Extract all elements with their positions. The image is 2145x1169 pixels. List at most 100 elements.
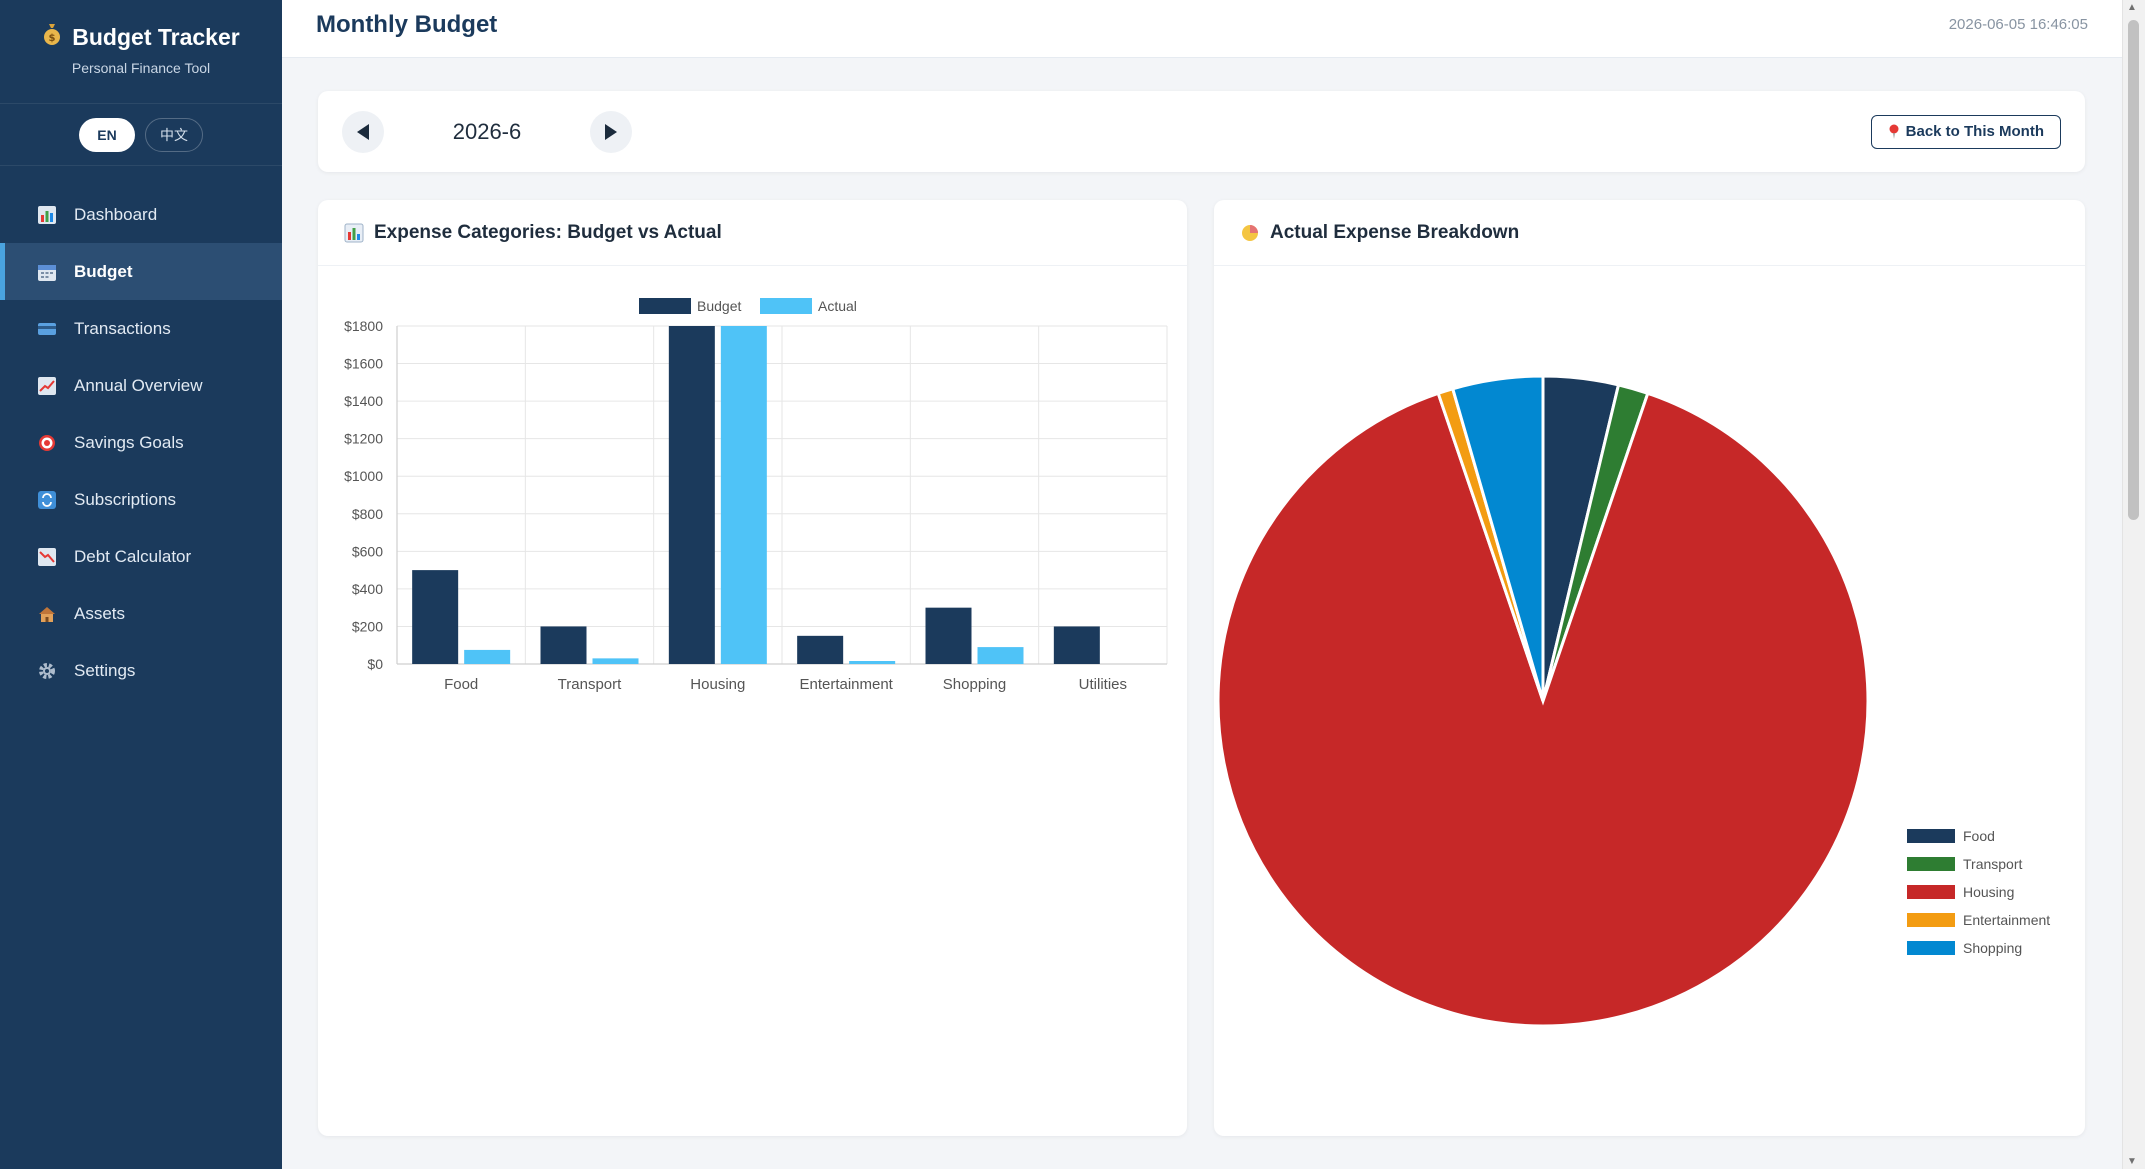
sidebar-item-settings[interactable]: Settings — [0, 642, 282, 699]
sidebar-item-assets[interactable]: Assets — [0, 585, 282, 642]
sidebar-nav: Dashboard Budget Transactions Annual Overvi… — [0, 186, 282, 699]
target-icon — [36, 432, 58, 454]
y-tick-label: $1200 — [344, 431, 383, 447]
next-month-button[interactable] — [590, 110, 632, 153]
sidebar-item-annual-overview[interactable]: Annual Overview — [0, 357, 282, 414]
pie-slice-housing — [1216, 391, 1870, 1028]
svg-text:$: $ — [49, 33, 56, 44]
bar-budget-entertainment — [797, 635, 844, 664]
y-tick-label: $0 — [367, 656, 383, 672]
calendar-icon — [36, 261, 58, 283]
back-to-this-month-button[interactable]: Back to This Month — [1870, 114, 2061, 149]
legend-swatch-transport — [1907, 857, 1955, 871]
x-tick-label: Entertainment — [799, 676, 893, 693]
sidebar-item-label: Assets — [74, 603, 126, 623]
x-tick-label: Shopping — [943, 676, 1006, 693]
bar-actual-entertainment — [849, 661, 896, 664]
sidebar-item-label: Savings Goals — [74, 432, 184, 452]
bar-budget-shopping — [925, 607, 972, 664]
legend-label-food: Food — [1963, 828, 1995, 844]
down-trend-icon — [36, 546, 58, 568]
main-content: Monthly Budget 2026-06-05 16:46:05 2026-… — [282, 0, 2122, 1169]
expense-breakdown-title: Actual Expense Breakdown — [1270, 221, 1520, 243]
sidebar-item-label: Budget — [74, 261, 133, 281]
page-title: Monthly Budget — [316, 10, 498, 38]
sidebar-item-dashboard[interactable]: Dashboard — [0, 186, 282, 243]
sidebar-item-budget[interactable]: Budget — [0, 243, 282, 300]
budget-vs-actual-title: Expense Categories: Budget vs Actual — [374, 221, 722, 243]
expense-breakdown-panel: Actual Expense Breakdown Food Transport Ho… — [1214, 200, 2085, 1136]
y-tick-label: $200 — [352, 618, 383, 634]
expense-breakdown-header: Actual Expense Breakdown — [1214, 200, 2085, 266]
x-tick-label: Utilities — [1079, 676, 1127, 693]
pie-chart-icon — [1242, 224, 1258, 241]
bar-chart: Budget Actual $0 $200 $400 $600 $800 $1000 $1200… — [344, 298, 1168, 693]
legend-swatch-actual — [760, 298, 812, 314]
card-icon — [36, 318, 58, 340]
lang-zh-button[interactable]: 中文 — [145, 117, 203, 152]
back-to-this-month-label: Back to This Month — [1905, 123, 2044, 140]
legend-swatch-housing — [1907, 885, 1955, 899]
sidebar-item-label: Dashboard — [74, 204, 158, 224]
legend-label-budget: Budget — [697, 298, 741, 314]
bar-budget-transport — [540, 626, 587, 664]
y-tick-label: $800 — [352, 506, 383, 522]
sidebar-item-debt-calculator[interactable]: Debt Calculator — [0, 528, 282, 585]
sidebar-item-transactions[interactable]: Transactions — [0, 300, 282, 357]
bar-chart-icon — [344, 223, 364, 242]
legend-swatch-entertainment — [1907, 913, 1955, 927]
y-tick-label: $600 — [352, 543, 383, 559]
x-tick-label: Food — [444, 676, 478, 693]
legend-label-actual: Actual — [818, 298, 857, 314]
lang-en-button[interactable]: EN — [79, 117, 135, 152]
triangle-right-icon — [605, 123, 617, 140]
pie-slice-shopping — [1450, 374, 1545, 702]
legend-label-transport: Transport — [1963, 856, 2023, 872]
budget-vs-actual-panel: Expense Categories: Budget vs Actual Bud… — [318, 200, 1187, 1136]
brand: $ Budget Tracker Personal Finance Tool — [0, 0, 282, 104]
pie-chart: Food Transport Housing Entertainment Shoppin… — [1216, 374, 2050, 1028]
y-tick-label: $1800 — [344, 318, 383, 334]
app-subtitle: Personal Finance Tool — [71, 60, 211, 76]
app-title: Budget Tracker — [72, 23, 240, 50]
sidebar-item-subscriptions[interactable]: Subscriptions — [0, 471, 282, 528]
house-icon — [36, 603, 58, 625]
y-tick-label: $400 — [352, 581, 383, 597]
x-tick-label: Transport — [558, 676, 622, 693]
sidebar: $ Budget Tracker Personal Finance Tool E… — [0, 0, 282, 1169]
timestamp: 2026-06-05 16:46:05 — [1948, 16, 2088, 33]
bar-chart-area: Budget Actual $0 $200 $400 $600 $800 $1000 $1200… — [318, 266, 1187, 1141]
sidebar-item-label: Subscriptions — [74, 489, 177, 509]
y-tick-label: $1400 — [344, 393, 383, 409]
bar-actual-transport — [592, 658, 639, 664]
x-tick-label: Housing — [690, 676, 745, 693]
current-month: 2026-6 — [452, 118, 522, 144]
legend-swatch-shopping — [1907, 941, 1955, 955]
bar-actual-housing — [720, 326, 767, 664]
bar-budget-food — [412, 570, 459, 664]
legend-swatch-budget — [639, 298, 691, 314]
sidebar-item-label: Transactions — [74, 318, 171, 338]
bar-chart-legend: Budget Actual — [639, 298, 857, 314]
scroll-down-arrow-icon[interactable]: ▼ — [2127, 1156, 2137, 1167]
sidebar-item-label: Annual Overview — [74, 375, 203, 395]
repeat-icon — [36, 489, 58, 511]
pie-chart-legend: Food Transport Housing Entertainment Shoppin… — [1907, 828, 2050, 956]
trend-icon — [36, 375, 58, 397]
month-selector: 2026-6 Back to This Month — [318, 91, 2085, 172]
scroll-thumb[interactable] — [2128, 20, 2139, 520]
sidebar-item-savings-goals[interactable]: Savings Goals — [0, 414, 282, 471]
prev-month-button[interactable] — [342, 110, 384, 153]
scroll-up-arrow-icon[interactable]: ▲ — [2127, 2, 2137, 13]
bar-budget-utilities — [1053, 626, 1100, 664]
bar-budget-housing — [668, 326, 715, 664]
bar-actual-food — [464, 649, 511, 664]
dashboard-icon — [36, 204, 58, 226]
gear-icon — [36, 660, 58, 682]
budget-vs-actual-header: Expense Categories: Budget vs Actual — [318, 200, 1187, 266]
page-scrollbar[interactable]: ▲ ▼ — [2122, 0, 2145, 1169]
legend-swatch-food — [1907, 829, 1955, 843]
language-switch: EN 中文 — [0, 104, 282, 166]
pie-chart-area: Food Transport Housing Entertainment Shoppin… — [1214, 266, 2085, 1141]
sidebar-item-label: Debt Calculator — [74, 546, 192, 566]
